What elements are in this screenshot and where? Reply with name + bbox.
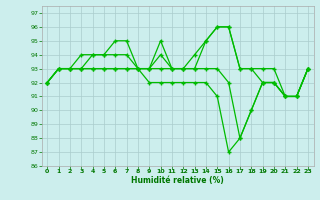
- X-axis label: Humidité relative (%): Humidité relative (%): [131, 176, 224, 185]
